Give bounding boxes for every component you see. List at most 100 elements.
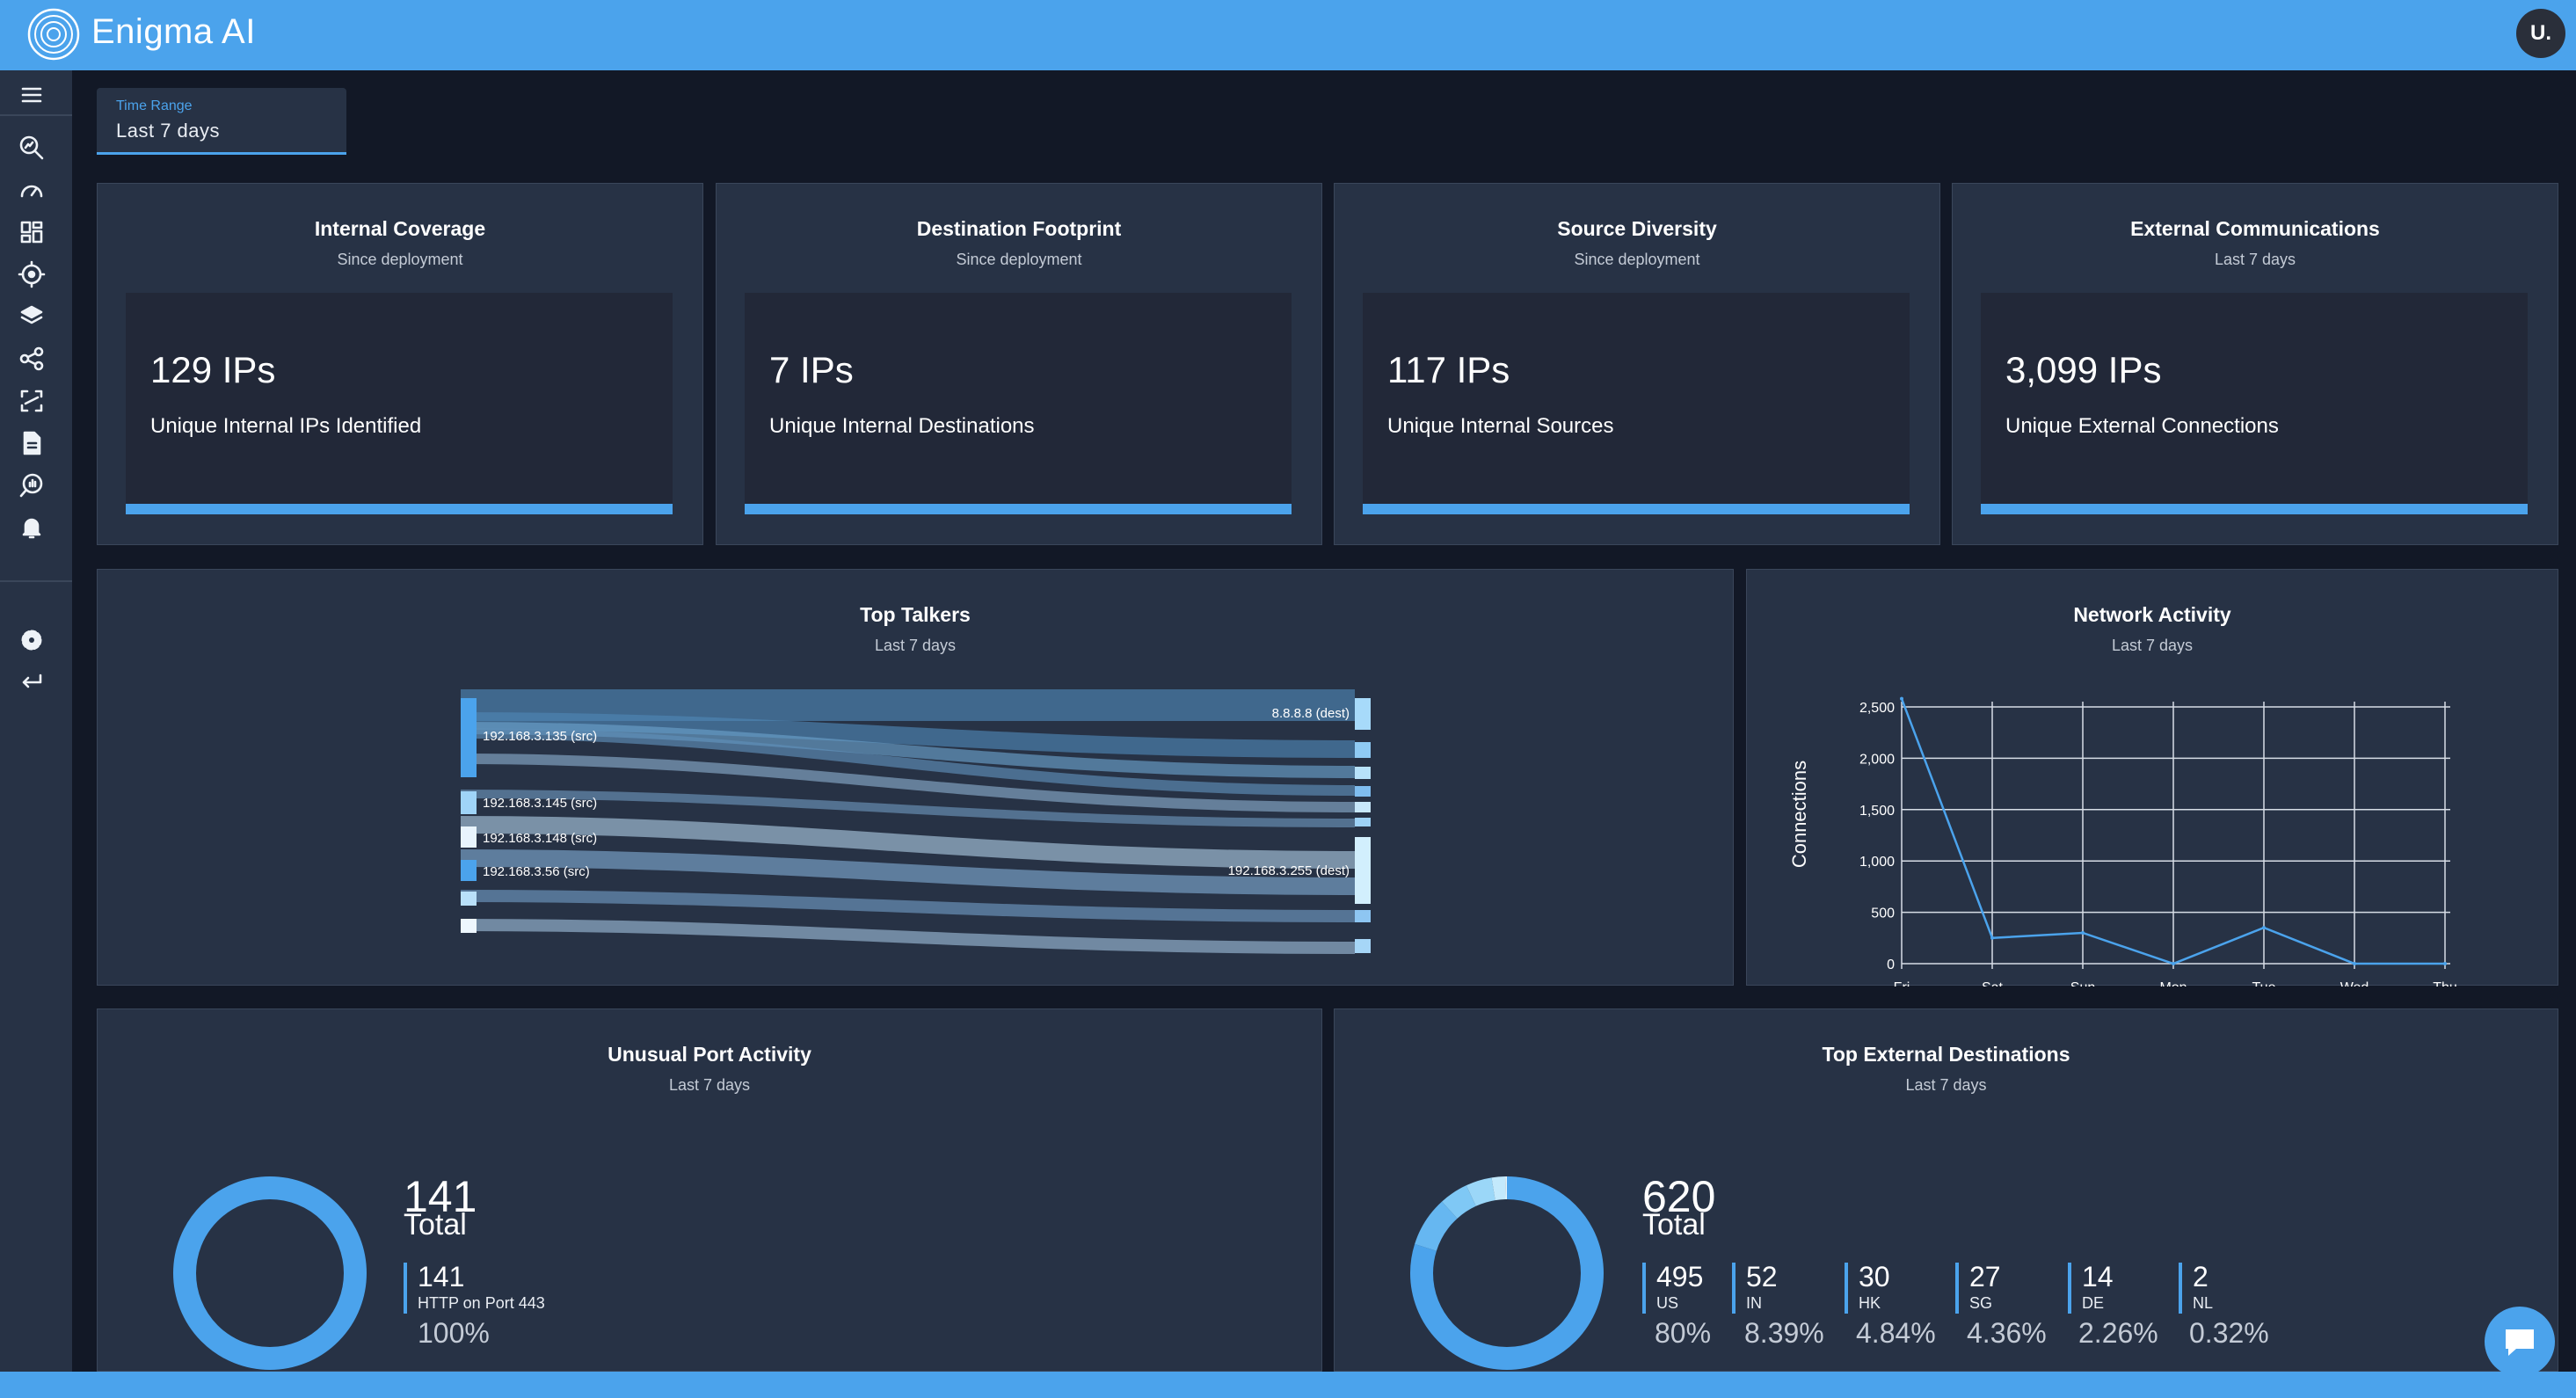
sankey-node-source	[461, 791, 477, 814]
sidebar	[0, 70, 72, 1372]
card-subtitle: Last 7 days	[668, 1076, 751, 1094]
menu-icon[interactable]	[16, 79, 47, 111]
data-point	[1990, 936, 1994, 940]
card-title: Internal Coverage	[314, 217, 486, 240]
legend-item-hk: 30 HK	[1845, 1263, 1890, 1314]
legend-percent: 4.36%	[1967, 1317, 2047, 1349]
sankey-node-source	[461, 919, 477, 933]
stat-card-source-diversity: Source Diversity Since deployment 117 IP…	[1334, 183, 1940, 545]
sankey-node-dest	[1355, 786, 1371, 797]
crosshair-icon[interactable]	[16, 258, 47, 290]
scan-icon[interactable]	[16, 385, 47, 417]
legend-item-in: 52 IN	[1732, 1263, 1778, 1314]
card-subtitle: Since deployment	[956, 251, 1082, 268]
sankey-node-dest	[1355, 910, 1371, 922]
card-title: Destination Footprint	[916, 217, 1122, 240]
legend-percent: 80%	[1655, 1317, 1712, 1349]
stat-description: Unique Internal Destinations	[769, 414, 1035, 438]
stat-card-external-communications: External Communications Last 7 days 3,09…	[1952, 183, 2558, 545]
sankey-node-dest	[1355, 939, 1371, 953]
sankey-label-source: 192.168.3.56 (src)	[483, 864, 590, 879]
stat-value: 7 IPs	[769, 349, 854, 390]
search-analytics-icon[interactable]	[16, 132, 47, 164]
network-activity-chart: 0 500 1,000 1,500 2,000 2,500 Fri Sat Sun Mon Tue…	[1788, 696, 2457, 987]
sankey-node-dest	[1355, 767, 1371, 779]
legend-count: 52	[1746, 1261, 1778, 1292]
legend-label: DE	[2082, 1294, 2105, 1312]
y-tick-label: 2,500	[1859, 701, 1895, 716]
stat-description: Unique Internal IPs Identified	[150, 414, 422, 438]
legend-count: 495	[1656, 1261, 1704, 1292]
stat-panel: 117 IPs Unique Internal Sources	[1363, 293, 1910, 514]
sankey-link	[460, 712, 1356, 758]
stat-accent-bar	[1981, 504, 2528, 514]
bell-icon[interactable]	[16, 512, 47, 543]
enigma-logo-icon[interactable]	[26, 7, 81, 62]
bottom-bar	[0, 1372, 2576, 1398]
external-destinations-card: Top External Destinations Last 7 days 62…	[1334, 1008, 2558, 1372]
legend-percent: 4.84%	[1856, 1317, 1936, 1349]
sankey-label-dest: 8.8.8.8 (dest)	[1272, 706, 1350, 721]
sankey-diagram: 192.168.3.135 (src) 192.168.3.145 (src) …	[460, 689, 1371, 954]
document-icon[interactable]	[16, 427, 47, 459]
legend-label: US	[1656, 1294, 1679, 1312]
stat-card-destination-footprint: Destination Footprint Since deployment 7…	[716, 183, 1322, 545]
y-axis-label: Connections	[1788, 761, 1810, 868]
legend-label: HK	[1859, 1294, 1881, 1312]
card-subtitle: Since deployment	[337, 251, 463, 268]
sankey-node-source	[461, 892, 477, 906]
sidebar-divider	[0, 114, 72, 116]
share-nodes-icon[interactable]	[16, 343, 47, 375]
legend-item-us: 495 US	[1642, 1263, 1703, 1314]
sankey-label-source: 192.168.3.148 (src)	[483, 831, 597, 846]
stat-panel: 3,099 IPs Unique External Connections	[1981, 293, 2528, 514]
user-avatar[interactable]: U.	[2516, 9, 2565, 58]
x-tick-label: Tue	[2252, 980, 2276, 987]
card-title: Top Talkers	[860, 603, 971, 626]
chat-button[interactable]	[2485, 1307, 2555, 1377]
sankey-node-dest	[1355, 698, 1371, 730]
gear-icon[interactable]	[16, 624, 47, 656]
time-range-value: Last 7 days	[116, 120, 221, 142]
x-tick-label: Fri	[1894, 980, 1910, 987]
dashboard-grid-icon[interactable]	[16, 216, 47, 248]
donut-total-label: Total	[404, 1208, 467, 1241]
legend-count: 141	[418, 1261, 465, 1292]
card-title: Top External Destinations	[1822, 1043, 2070, 1066]
layers-icon[interactable]	[16, 301, 47, 332]
donut-slice	[173, 1176, 367, 1370]
sankey-link	[460, 722, 1356, 778]
y-tick-label: 1,500	[1859, 804, 1895, 819]
sankey-link	[460, 790, 1356, 827]
sankey-node-dest	[1355, 742, 1371, 758]
stat-accent-bar	[745, 504, 1292, 514]
y-tick-label: 500	[1871, 907, 1895, 921]
donut-total: 620	[1642, 1172, 1716, 1221]
legend-item-sg: 27 SG	[1955, 1263, 2001, 1314]
stat-accent-bar	[1363, 504, 1910, 514]
network-activity-card: Network Activity Last 7 days 0 500 1,000 1,…	[1746, 569, 2558, 987]
sankey-label-dest: 192.168.3.255 (dest)	[1228, 863, 1350, 878]
data-point	[2262, 926, 2266, 930]
x-tick-label: Sat	[1982, 980, 2004, 987]
time-range-label: Time Range	[116, 98, 193, 113]
card-subtitle: Last 7 days	[2111, 637, 2194, 654]
unusual-port-card: Unusual Port Activity Last 7 days 141 To…	[97, 1008, 1322, 1372]
card-subtitle: Since deployment	[1574, 251, 1700, 268]
card-title: External Communications	[2130, 217, 2380, 240]
stat-panel: 7 IPs Unique Internal Destinations	[745, 293, 1292, 514]
time-range-select[interactable]: Time Range Last 7 days	[97, 88, 346, 155]
sankey-link	[460, 754, 1356, 812]
legend-label: HTTP on Port 443	[418, 1294, 545, 1312]
logout-arrow-icon[interactable]	[16, 666, 47, 698]
legend-item-de: 14 DE	[2068, 1263, 2114, 1314]
stat-card-internal-coverage: Internal Coverage Since deployment 129 I…	[97, 183, 703, 545]
chat-bubble-icon	[2506, 1329, 2534, 1356]
query-stats-icon[interactable]	[16, 470, 47, 501]
legend-label: SG	[1969, 1294, 1993, 1312]
sankey-node-source	[461, 826, 477, 848]
data-point	[2353, 962, 2356, 965]
sankey-link	[460, 849, 1356, 895]
speedometer-icon[interactable]	[16, 174, 47, 206]
top-bar: Enigma AI U.	[0, 0, 2576, 70]
